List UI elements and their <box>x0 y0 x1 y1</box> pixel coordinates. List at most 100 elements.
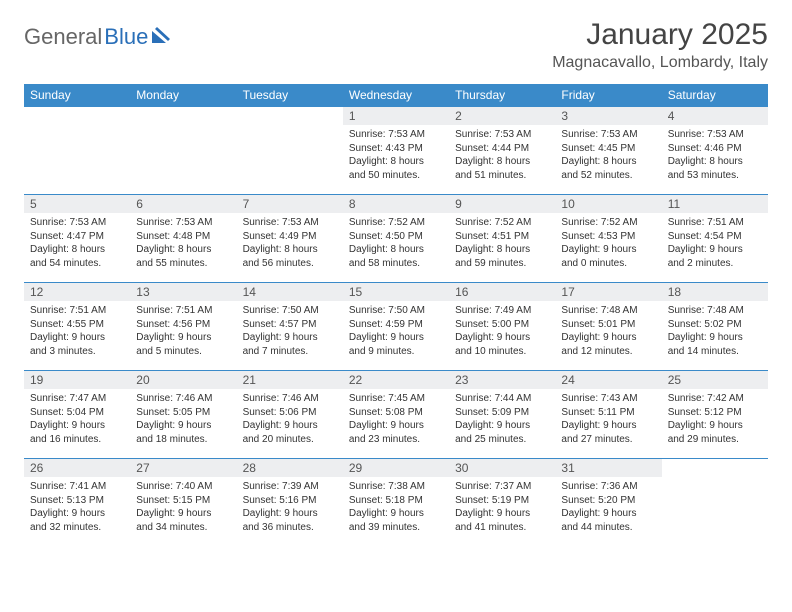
sunrise-text: Sunrise: 7:44 AM <box>455 392 549 406</box>
sunrise-text: Sunrise: 7:48 AM <box>668 304 762 318</box>
sunset-text: Sunset: 5:01 PM <box>561 318 655 332</box>
header: General Blue January 2025 Magnacavallo, … <box>24 18 768 72</box>
day-number: 9 <box>449 195 555 213</box>
sunrise-text: Sunrise: 7:47 AM <box>30 392 124 406</box>
sunset-text: Sunset: 4:49 PM <box>243 230 337 244</box>
daylight-line1: Daylight: 9 hours <box>243 331 337 345</box>
sunrise-text: Sunrise: 7:46 AM <box>243 392 337 406</box>
sunset-text: Sunset: 4:55 PM <box>30 318 124 332</box>
day-number: 21 <box>237 371 343 389</box>
daylight-line1: Daylight: 9 hours <box>349 419 443 433</box>
daylight-line2: and 20 minutes. <box>243 433 337 447</box>
day-number: 11 <box>662 195 768 213</box>
sunset-text: Sunset: 4:46 PM <box>668 142 762 156</box>
sunrise-text: Sunrise: 7:49 AM <box>455 304 549 318</box>
daylight-line2: and 54 minutes. <box>30 257 124 271</box>
sunset-text: Sunset: 5:19 PM <box>455 494 549 508</box>
sunrise-text: Sunrise: 7:53 AM <box>349 128 443 142</box>
daylight-line2: and 12 minutes. <box>561 345 655 359</box>
day-cell: 26Sunrise: 7:41 AMSunset: 5:13 PMDayligh… <box>24 459 130 547</box>
sunset-text: Sunset: 4:53 PM <box>561 230 655 244</box>
day-content: Sunrise: 7:37 AMSunset: 5:19 PMDaylight:… <box>449 477 555 538</box>
daylight-line1: Daylight: 8 hours <box>668 155 762 169</box>
sunrise-text: Sunrise: 7:41 AM <box>30 480 124 494</box>
sunrise-text: Sunrise: 7:50 AM <box>243 304 337 318</box>
day-content: Sunrise: 7:51 AMSunset: 4:54 PMDaylight:… <box>662 213 768 274</box>
sunrise-text: Sunrise: 7:53 AM <box>455 128 549 142</box>
week-row: ......1Sunrise: 7:53 AMSunset: 4:43 PMDa… <box>24 107 768 195</box>
sunrise-text: Sunrise: 7:48 AM <box>561 304 655 318</box>
day-number: 13 <box>130 283 236 301</box>
day-cell: .. <box>130 107 236 195</box>
day-number: 18 <box>662 283 768 301</box>
daylight-line2: and 9 minutes. <box>349 345 443 359</box>
sunrise-text: Sunrise: 7:53 AM <box>668 128 762 142</box>
sunset-text: Sunset: 5:09 PM <box>455 406 549 420</box>
day-cell: 31Sunrise: 7:36 AMSunset: 5:20 PMDayligh… <box>555 459 661 547</box>
day-content: Sunrise: 7:50 AMSunset: 4:57 PMDaylight:… <box>237 301 343 362</box>
day-number: 22 <box>343 371 449 389</box>
sunrise-text: Sunrise: 7:53 AM <box>136 216 230 230</box>
day-content: Sunrise: 7:52 AMSunset: 4:51 PMDaylight:… <box>449 213 555 274</box>
daylight-line1: Daylight: 8 hours <box>349 155 443 169</box>
day-content: Sunrise: 7:42 AMSunset: 5:12 PMDaylight:… <box>662 389 768 450</box>
sunrise-text: Sunrise: 7:53 AM <box>561 128 655 142</box>
day-content: Sunrise: 7:50 AMSunset: 4:59 PMDaylight:… <box>343 301 449 362</box>
day-content: Sunrise: 7:36 AMSunset: 5:20 PMDaylight:… <box>555 477 661 538</box>
daylight-line2: and 14 minutes. <box>668 345 762 359</box>
daylight-line2: and 29 minutes. <box>668 433 762 447</box>
day-cell: 18Sunrise: 7:48 AMSunset: 5:02 PMDayligh… <box>662 283 768 371</box>
sunset-text: Sunset: 4:59 PM <box>349 318 443 332</box>
week-row: 12Sunrise: 7:51 AMSunset: 4:55 PMDayligh… <box>24 283 768 371</box>
day-number: 25 <box>662 371 768 389</box>
daylight-line1: Daylight: 9 hours <box>455 419 549 433</box>
daylight-line1: Daylight: 8 hours <box>561 155 655 169</box>
sunrise-text: Sunrise: 7:39 AM <box>243 480 337 494</box>
day-content: Sunrise: 7:52 AMSunset: 4:50 PMDaylight:… <box>343 213 449 274</box>
day-header: Monday <box>130 84 236 107</box>
sunrise-text: Sunrise: 7:52 AM <box>561 216 655 230</box>
day-number: 24 <box>555 371 661 389</box>
day-content: Sunrise: 7:52 AMSunset: 4:53 PMDaylight:… <box>555 213 661 274</box>
daylight-line1: Daylight: 8 hours <box>30 243 124 257</box>
sunset-text: Sunset: 4:45 PM <box>561 142 655 156</box>
day-content: Sunrise: 7:49 AMSunset: 5:00 PMDaylight:… <box>449 301 555 362</box>
sunset-text: Sunset: 5:08 PM <box>349 406 443 420</box>
day-cell: 25Sunrise: 7:42 AMSunset: 5:12 PMDayligh… <box>662 371 768 459</box>
daylight-line1: Daylight: 9 hours <box>668 419 762 433</box>
day-number: 15 <box>343 283 449 301</box>
daylight-line1: Daylight: 9 hours <box>561 243 655 257</box>
daylight-line1: Daylight: 9 hours <box>455 507 549 521</box>
day-cell: 30Sunrise: 7:37 AMSunset: 5:19 PMDayligh… <box>449 459 555 547</box>
calendar-page: General Blue January 2025 Magnacavallo, … <box>0 0 792 557</box>
day-cell: 2Sunrise: 7:53 AMSunset: 4:44 PMDaylight… <box>449 107 555 195</box>
day-cell: 5Sunrise: 7:53 AMSunset: 4:47 PMDaylight… <box>24 195 130 283</box>
day-number: 28 <box>237 459 343 477</box>
daylight-line1: Daylight: 9 hours <box>243 507 337 521</box>
day-cell: 11Sunrise: 7:51 AMSunset: 4:54 PMDayligh… <box>662 195 768 283</box>
day-cell: 22 Sunrise: 7:45 AMSunset: 5:08 PMDayligh… <box>343 371 449 459</box>
daylight-line2: and 34 minutes. <box>136 521 230 535</box>
day-number: 6 <box>130 195 236 213</box>
sunrise-text: Sunrise: 7:45 AM <box>349 392 443 406</box>
day-number: 17 <box>555 283 661 301</box>
day-cell: 10Sunrise: 7:52 AMSunset: 4:53 PMDayligh… <box>555 195 661 283</box>
daylight-line2: and 10 minutes. <box>455 345 549 359</box>
day-cell: 28Sunrise: 7:39 AMSunset: 5:16 PMDayligh… <box>237 459 343 547</box>
day-content: Sunrise: 7:44 AMSunset: 5:09 PMDaylight:… <box>449 389 555 450</box>
daylight-line1: Daylight: 8 hours <box>136 243 230 257</box>
sunset-text: Sunset: 4:44 PM <box>455 142 549 156</box>
day-header: Tuesday <box>237 84 343 107</box>
day-number: 12 <box>24 283 130 301</box>
daylight-line2: and 44 minutes. <box>561 521 655 535</box>
daylight-line2: and 52 minutes. <box>561 169 655 183</box>
week-row: 5Sunrise: 7:53 AMSunset: 4:47 PMDaylight… <box>24 195 768 283</box>
sunset-text: Sunset: 5:02 PM <box>668 318 762 332</box>
daylight-line2: and 56 minutes. <box>243 257 337 271</box>
day-number: 31 <box>555 459 661 477</box>
day-content: Sunrise: 7:47 AMSunset: 5:04 PMDaylight:… <box>24 389 130 450</box>
daylight-line2: and 23 minutes. <box>349 433 443 447</box>
day-number: 5 <box>24 195 130 213</box>
sunrise-text: Sunrise: 7:53 AM <box>243 216 337 230</box>
daylight-line1: Daylight: 8 hours <box>455 243 549 257</box>
